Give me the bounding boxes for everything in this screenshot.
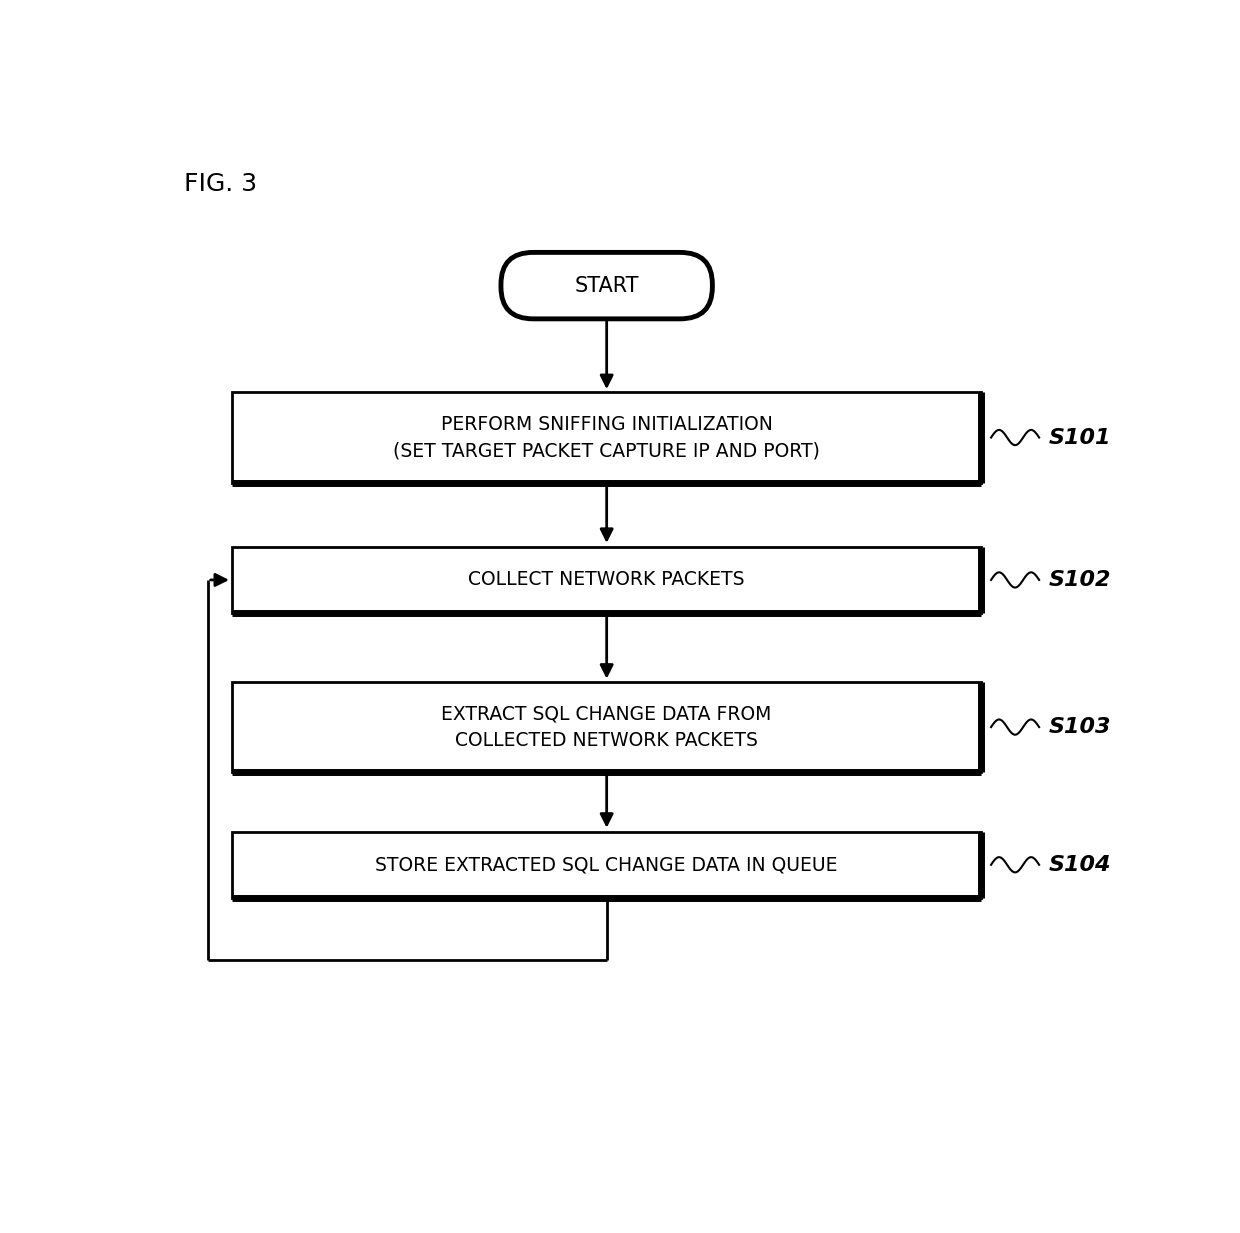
Text: START: START bbox=[574, 276, 639, 296]
FancyBboxPatch shape bbox=[501, 253, 712, 319]
Bar bbox=[232, 392, 982, 482]
Bar bbox=[232, 546, 982, 613]
Text: COLLECT NETWORK PACKETS: COLLECT NETWORK PACKETS bbox=[469, 571, 745, 589]
Text: S101: S101 bbox=[1049, 428, 1111, 448]
Text: PERFORM SNIFFING INITIALIZATION
(SET TARGET PACKET CAPTURE IP AND PORT): PERFORM SNIFFING INITIALIZATION (SET TAR… bbox=[393, 414, 820, 460]
Text: STORE EXTRACTED SQL CHANGE DATA IN QUEUE: STORE EXTRACTED SQL CHANGE DATA IN QUEUE bbox=[376, 856, 838, 874]
Text: S103: S103 bbox=[1049, 718, 1111, 737]
Text: EXTRACT SQL CHANGE DATA FROM
COLLECTED NETWORK PACKETS: EXTRACT SQL CHANGE DATA FROM COLLECTED N… bbox=[441, 704, 771, 750]
Text: S104: S104 bbox=[1049, 854, 1111, 874]
Bar bbox=[232, 682, 982, 772]
Bar bbox=[232, 831, 982, 898]
Text: S102: S102 bbox=[1049, 570, 1111, 589]
Text: FIG. 3: FIG. 3 bbox=[184, 171, 257, 196]
